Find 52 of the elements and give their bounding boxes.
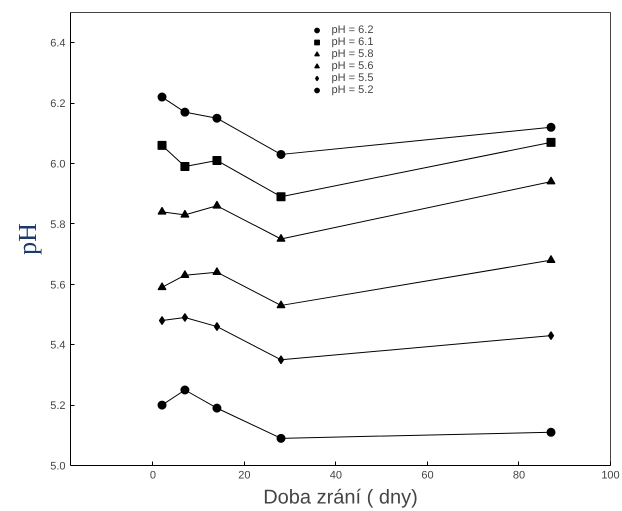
point	[182, 313, 188, 322]
legend-label: pH = 5.2	[332, 84, 374, 96]
y-tick-label: 6.4	[50, 38, 66, 50]
y-tick-label: 5.2	[50, 400, 66, 412]
point	[158, 206, 167, 215]
legend-label: pH = 6.1	[332, 36, 374, 48]
y-tick-label: 6.2	[50, 98, 66, 110]
point	[158, 92, 167, 102]
point	[158, 316, 166, 326]
point	[158, 400, 167, 410]
point	[180, 210, 190, 218]
legend-label: pH = 6.2	[332, 24, 374, 36]
point	[546, 255, 556, 263]
legend-label: pH = 5.8	[332, 48, 374, 60]
y-tick-label: 5.6	[50, 279, 66, 292]
y-tick-label: 5.0	[50, 460, 66, 472]
point	[546, 122, 556, 132]
point	[180, 270, 190, 278]
y-axis-title: pH	[13, 222, 42, 255]
y-tick-label: 5.4	[50, 340, 66, 352]
x-tick-label: 40	[330, 470, 342, 482]
point	[214, 322, 220, 332]
point	[278, 355, 284, 364]
y-tick-label: 5.8	[50, 218, 66, 231]
x-tick-label: 100	[601, 470, 620, 482]
point	[212, 200, 222, 209]
point	[158, 140, 167, 150]
point	[276, 192, 286, 202]
x-tick-label: 80	[512, 470, 526, 482]
point	[276, 300, 286, 308]
point	[180, 108, 190, 117]
point	[546, 176, 556, 184]
x-tick-label: 0	[150, 470, 156, 482]
point	[212, 404, 222, 413]
point	[276, 434, 286, 443]
point	[158, 282, 167, 290]
point	[212, 114, 222, 123]
point	[212, 267, 222, 276]
point	[546, 428, 556, 437]
point	[180, 162, 190, 172]
point	[212, 156, 222, 165]
point	[546, 138, 556, 147]
point	[276, 150, 286, 159]
x-tick-label: 60	[421, 470, 434, 482]
point	[548, 331, 554, 340]
point	[180, 386, 190, 394]
point	[276, 234, 286, 242]
legend-label: pH = 5.5	[332, 72, 374, 84]
x-tick-label: 20	[238, 470, 251, 482]
legend-label: pH = 5.6	[332, 60, 374, 72]
x-axis-title: Doba zrání ( dny)	[263, 486, 418, 508]
y-tick-label: 6.0	[50, 158, 66, 170]
